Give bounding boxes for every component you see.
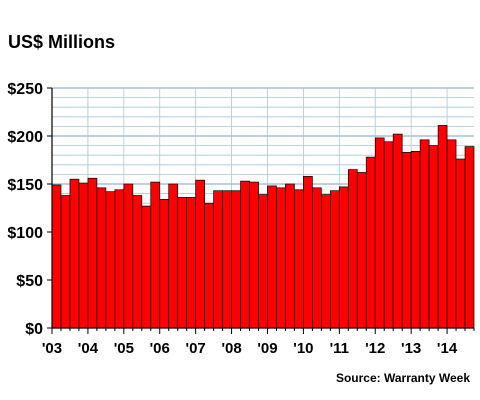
bar <box>132 195 143 329</box>
bar <box>159 199 170 329</box>
bar <box>374 137 385 329</box>
bar <box>141 205 152 329</box>
bar <box>428 145 439 329</box>
y-tick-label: $250 <box>7 81 43 98</box>
y-tick-label: $150 <box>7 177 43 194</box>
bar <box>410 151 421 329</box>
x-tick-label: '06 <box>150 340 170 357</box>
bar <box>267 185 277 329</box>
bar <box>437 125 448 329</box>
bar <box>455 158 466 329</box>
bar <box>186 197 197 329</box>
bar <box>204 202 214 329</box>
bar <box>347 169 358 329</box>
y-tick-label: $200 <box>7 129 43 146</box>
bar <box>105 191 116 329</box>
bar <box>60 195 71 329</box>
x-tick-label: '13 <box>401 340 421 357</box>
x-tick-label: '10 <box>293 340 313 357</box>
bar <box>168 183 179 329</box>
bar <box>321 194 331 329</box>
bar <box>365 156 376 329</box>
bar <box>69 178 80 329</box>
bar <box>276 187 286 329</box>
bar <box>240 180 250 329</box>
source-note: Source: Warranty Week <box>335 371 470 385</box>
bar <box>222 190 232 329</box>
bar <box>303 175 313 329</box>
bar <box>464 146 475 329</box>
x-tick-label: '12 <box>365 340 385 357</box>
axes <box>47 87 475 334</box>
x-tick-label: '08 <box>221 340 241 357</box>
bar <box>401 151 412 329</box>
x-tick-label: '03 <box>42 340 62 357</box>
bar <box>338 186 349 329</box>
bar <box>258 194 268 329</box>
y-tick-label: $0 <box>25 321 43 338</box>
bar <box>96 187 107 329</box>
x-tick-label: '14 <box>437 340 458 357</box>
y-tick-labels: $0 $50 $100 $150 $200 $250 <box>7 81 43 338</box>
bar <box>78 182 89 329</box>
bar <box>392 133 403 329</box>
bar <box>150 181 161 329</box>
y-tick-label: $50 <box>16 273 43 290</box>
chart-title: US$ Millions <box>8 32 116 52</box>
bar <box>249 181 259 329</box>
bar <box>177 197 188 329</box>
x-tick-labels: '03 '04 '05 '06 '07 '08 '09 '10 '11 '12 '13 '14 <box>42 340 458 357</box>
bar <box>195 179 205 329</box>
x-tick-label: '05 <box>114 340 134 357</box>
x-tick-label: '04 <box>78 340 99 357</box>
bar <box>285 183 295 329</box>
bar <box>419 139 430 329</box>
bar <box>294 189 304 329</box>
bar <box>356 172 367 329</box>
bar <box>87 177 98 329</box>
bar <box>51 184 62 329</box>
x-tick-label: '07 <box>186 340 206 357</box>
bar <box>123 183 134 329</box>
bars <box>51 125 475 329</box>
bar <box>312 187 322 329</box>
x-tick-label: '11 <box>330 340 349 357</box>
bar <box>446 139 457 329</box>
bar <box>329 190 340 329</box>
bar <box>383 141 394 329</box>
y-tick-label: $100 <box>7 225 43 242</box>
bar <box>114 189 125 329</box>
bar <box>231 190 241 329</box>
x-tick-label: '09 <box>257 340 277 357</box>
bar <box>213 190 223 329</box>
